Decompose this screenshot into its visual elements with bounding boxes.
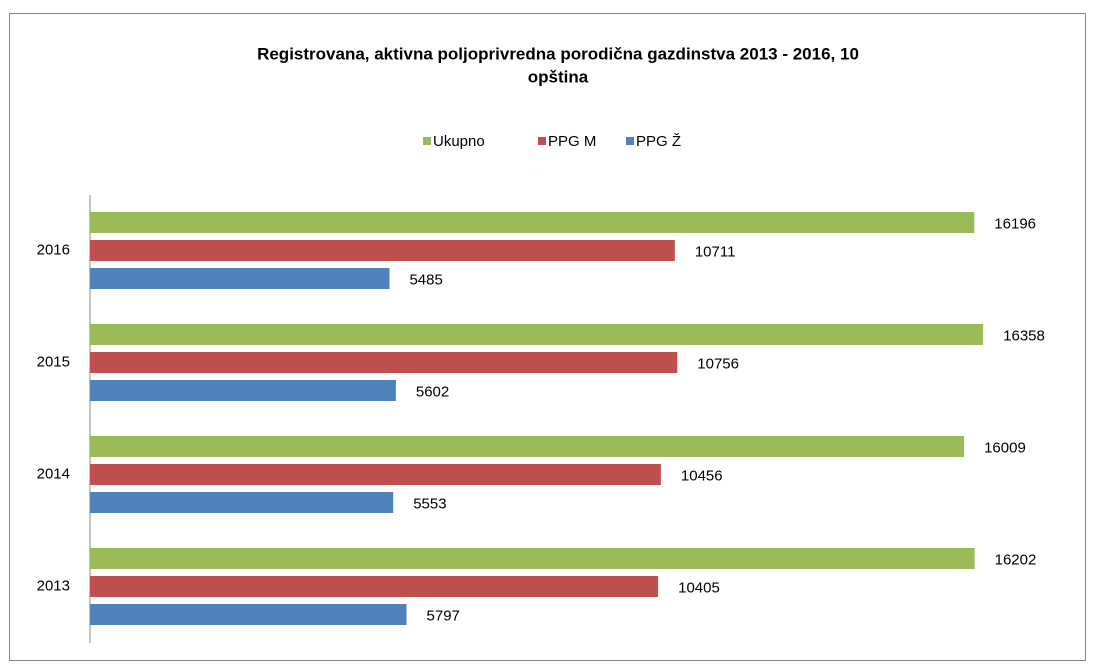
data-label: 10456 [681, 467, 723, 484]
legend-swatch [538, 137, 546, 145]
y-tick-label: 2014 [37, 465, 70, 482]
bar [90, 324, 984, 345]
bar [90, 492, 394, 513]
data-label: 5485 [409, 271, 442, 288]
y-tick-label: 2013 [37, 577, 70, 594]
legend-label: Ukupno [433, 133, 485, 150]
bar [90, 436, 965, 457]
data-label: 10711 [695, 243, 736, 260]
bar [90, 576, 659, 597]
data-label: 16202 [995, 551, 1037, 568]
legend-swatch [423, 137, 431, 145]
data-label: 16358 [1003, 327, 1045, 344]
chart-title: opština [528, 67, 589, 86]
bar [90, 268, 390, 289]
bar [90, 548, 975, 569]
data-label: 16009 [984, 439, 1026, 456]
data-label: 10405 [678, 579, 720, 596]
data-label: 5797 [427, 607, 460, 624]
bar [90, 240, 675, 261]
data-label: 10756 [697, 355, 739, 372]
bar [90, 212, 975, 233]
y-tick-label: 2016 [37, 241, 70, 258]
data-label: 5553 [413, 495, 446, 512]
data-label: 5602 [416, 383, 449, 400]
chart-title: Registrovana, aktivna poljoprivredna por… [257, 44, 859, 63]
data-label: 16196 [994, 215, 1036, 232]
legend-swatch [626, 137, 634, 145]
legend-label: PPG Ž [636, 133, 681, 150]
bar [90, 604, 407, 625]
bar [90, 352, 678, 373]
legend-label: PPG M [548, 133, 596, 150]
bar [90, 464, 661, 485]
y-tick-label: 2015 [37, 353, 70, 370]
bar [90, 380, 396, 401]
